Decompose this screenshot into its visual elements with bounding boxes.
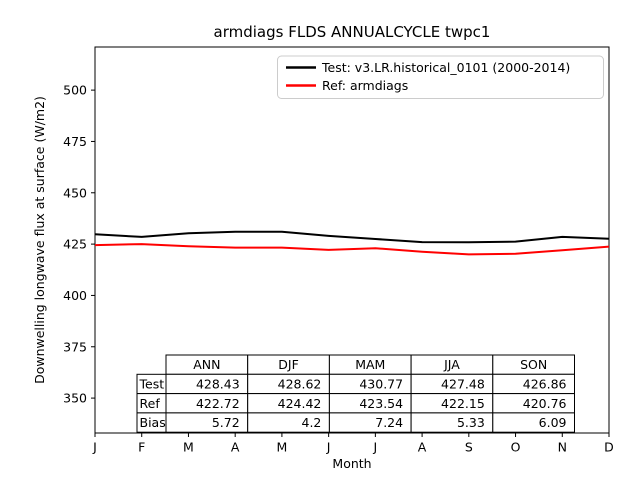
- x-tick-label: A: [231, 440, 240, 455]
- x-tick-label: M: [183, 440, 194, 455]
- table-cell-value: 4.2: [302, 415, 322, 430]
- table-cell-value: 427.48: [441, 376, 485, 391]
- table-header-label: JJA: [443, 357, 460, 372]
- y-axis-ticks: 350 375 400 425 450 475 500: [63, 83, 95, 406]
- table-header-label: MAM: [355, 357, 385, 372]
- x-tick-label: O: [511, 440, 521, 455]
- table-cell-value: 6.09: [539, 415, 567, 430]
- series-line-ref: [94, 243, 610, 256]
- y-tick-label: 450: [63, 185, 87, 200]
- table-row-label: Ref: [140, 396, 161, 411]
- series-line-test: [94, 230, 610, 244]
- x-tick-label: S: [465, 440, 473, 455]
- table-cell-value: 428.62: [278, 376, 322, 391]
- table-cell-value: 5.72: [212, 415, 240, 430]
- table-cell-value: 428.43: [196, 376, 240, 391]
- y-tick-label: 375: [63, 339, 87, 354]
- stats-table: ANN DJF MAM JJA SON Test 428.43 428.62 430.77 427…: [136, 354, 575, 433]
- table-cell-value: 424.42: [278, 396, 322, 411]
- y-tick-label: 500: [63, 83, 87, 98]
- table-cell-value: 7.24: [375, 415, 403, 430]
- y-tick-label: 425: [63, 237, 87, 252]
- table-cell-value: 426.86: [523, 376, 567, 391]
- x-axis-label: Month: [332, 456, 371, 471]
- table-cell-value: 430.77: [359, 376, 403, 391]
- table-row-label: Bias: [140, 415, 166, 430]
- x-tick-label: F: [138, 440, 145, 455]
- y-tick-label: 400: [63, 288, 87, 303]
- table-cell-value: 422.72: [196, 396, 240, 411]
- legend-entry-label: Test: v3.LR.historical_0101 (2000-2014): [321, 60, 570, 75]
- y-tick-label: 475: [63, 134, 87, 149]
- x-tick-label: M: [277, 440, 288, 455]
- table-cell-value: 423.54: [359, 396, 403, 411]
- y-axis-label: Downwelling longwave flux at surface (W/…: [32, 96, 47, 384]
- table-row-label: Test: [139, 376, 165, 391]
- x-tick-label: D: [604, 440, 614, 455]
- x-tick-label: N: [558, 440, 567, 455]
- plot-area: [94, 46, 610, 434]
- x-tick-label: J: [92, 440, 97, 455]
- chart-title: armdiags FLDS ANNUALCYCLE twpc1: [214, 23, 491, 41]
- x-tick-label: A: [418, 440, 427, 455]
- legend-entry-label: Ref: armdiags: [322, 78, 408, 93]
- table-header-label: SON: [520, 357, 547, 372]
- table-cell-value: 420.76: [523, 396, 567, 411]
- table-cell-value: 5.33: [457, 415, 485, 430]
- y-tick-label: 350: [63, 391, 87, 406]
- table-cell-value: 422.15: [441, 396, 485, 411]
- table-header-label: DJF: [278, 357, 299, 372]
- legend: Test: v3.LR.historical_0101 (2000-2014) R…: [277, 55, 604, 99]
- x-tick-label: J: [326, 440, 331, 455]
- x-tick-label: J: [373, 440, 378, 455]
- table-cell: [492, 412, 575, 433]
- table-header-label: ANN: [193, 357, 220, 372]
- series-lines: [94, 230, 610, 256]
- legend-box: [277, 55, 604, 99]
